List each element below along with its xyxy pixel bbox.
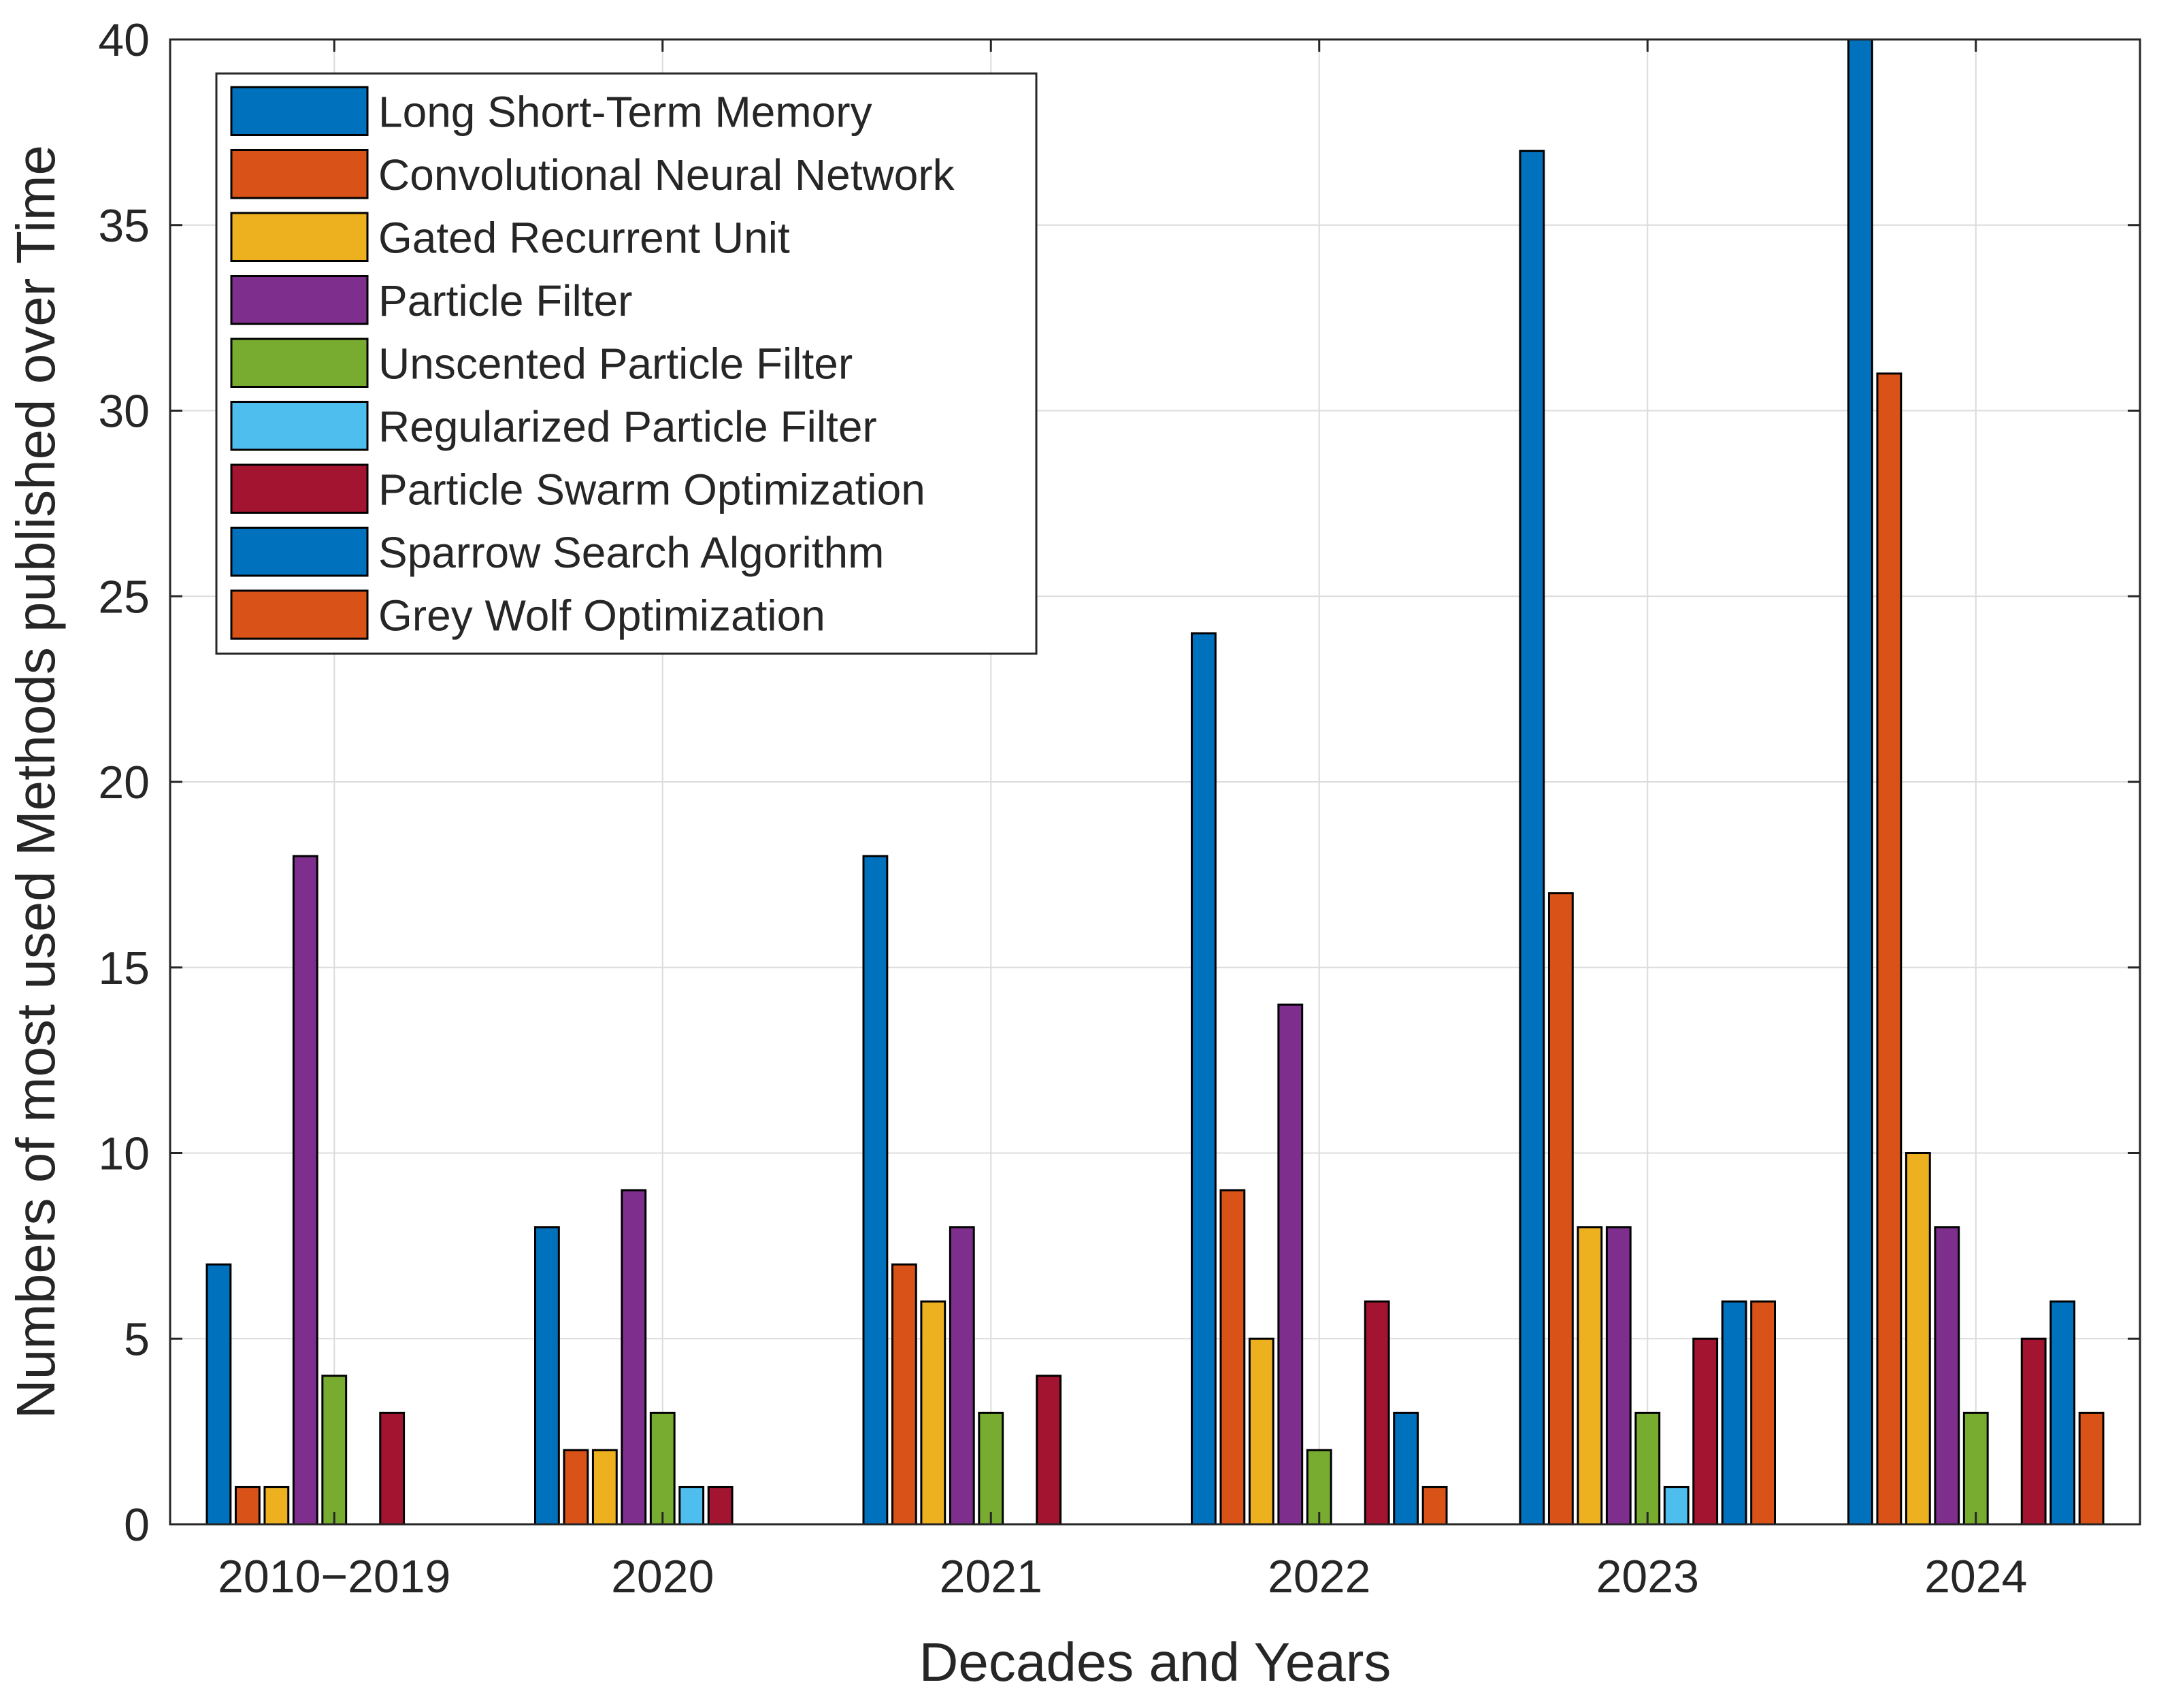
bar-7-2 — [707, 1485, 734, 1526]
x-tick-labels: 2010−2019 2020 2021 2022 2023 2024 — [218, 1551, 2027, 1603]
legend-swatch — [230, 527, 369, 577]
legend-label: Regularized Particle Filter — [378, 402, 877, 451]
x-axis-label: Decades and Years — [919, 1632, 1392, 1692]
x-tick-label: 2023 — [1596, 1551, 1699, 1603]
bar-1-2 — [534, 1226, 560, 1526]
bar-8-6 — [2049, 1300, 2076, 1526]
legend-swatch — [230, 589, 369, 640]
bar-7-6 — [2020, 1337, 2047, 1526]
bar-7-3 — [1036, 1375, 1062, 1526]
legend-label: Particle Swarm Optimization — [378, 465, 925, 514]
legend-swatch — [230, 212, 369, 262]
y-tick-label: 25 — [98, 571, 150, 623]
bar-8-5 — [1721, 1300, 1747, 1526]
bar-5-6 — [1962, 1411, 1989, 1526]
bar-2-4 — [1219, 1189, 1246, 1526]
legend-swatch — [230, 463, 369, 514]
y-tick-labels: 0 5 10 15 20 25 30 35 40 — [98, 14, 150, 1551]
bar-1-6 — [1847, 38, 1873, 1526]
y-tick-label: 30 — [98, 386, 150, 438]
bar-5-1 — [321, 1375, 348, 1526]
bar-2-1 — [234, 1485, 261, 1526]
bar-3-3 — [920, 1300, 946, 1526]
x-tick-label: 2021 — [940, 1551, 1042, 1603]
bar-4-1 — [292, 855, 318, 1526]
x-tick-label: 2020 — [611, 1551, 714, 1603]
bar-3-1 — [263, 1485, 290, 1526]
bar-1-3 — [862, 855, 889, 1526]
bar-3-5 — [1577, 1226, 1603, 1526]
legend-swatch — [230, 338, 369, 388]
legend-label: Particle Filter — [378, 276, 632, 325]
bar-2-3 — [891, 1263, 917, 1526]
bar-3-4 — [1248, 1337, 1274, 1526]
bar-5-5 — [1634, 1411, 1661, 1526]
legend-swatch — [230, 149, 369, 199]
bar-4-5 — [1605, 1226, 1632, 1526]
legend-swatch — [230, 401, 369, 451]
y-axis-label: Numbers of most used Methods published o… — [5, 145, 66, 1419]
x-tick-label: 2022 — [1268, 1551, 1370, 1603]
legend-label: Gated Recurrent Unit — [378, 213, 790, 262]
legend-swatch — [230, 275, 369, 325]
bar-7-1 — [379, 1411, 406, 1526]
y-tick-label: 20 — [98, 757, 150, 808]
bar-7-4 — [1364, 1300, 1390, 1526]
legend-label: Long Short-Term Memory — [378, 87, 872, 136]
x-tick-label: 2010−2019 — [218, 1551, 450, 1603]
y-tick-label: 5 — [124, 1313, 150, 1365]
bars — [205, 38, 2105, 1526]
bar-3-2 — [591, 1449, 618, 1526]
y-tick-label: 40 — [98, 14, 150, 66]
bar-5-4 — [1306, 1449, 1332, 1526]
bar-4-6 — [1934, 1226, 1960, 1526]
bar-1-1 — [205, 1263, 232, 1526]
bar-6-2 — [678, 1485, 705, 1526]
bar-6-5 — [1663, 1485, 1690, 1526]
x-tick-label: 2024 — [1924, 1551, 2027, 1603]
y-tick-label: 0 — [124, 1499, 150, 1551]
legend-label: Convolutional Neural Network — [378, 150, 955, 199]
bar-2-2 — [563, 1449, 589, 1526]
bar-5-2 — [649, 1411, 676, 1526]
bar-2-6 — [1876, 372, 1903, 1526]
bar-1-4 — [1191, 632, 1217, 1526]
bar-1-5 — [1519, 150, 1545, 1526]
ticks — [170, 38, 2140, 1526]
bar-9-5 — [1750, 1300, 1776, 1526]
bar-9-6 — [2078, 1411, 2105, 1526]
legend-swatch — [230, 86, 369, 136]
bar-3-6 — [1905, 1152, 1931, 1526]
bar-4-3 — [949, 1226, 975, 1526]
bar-9-4 — [1421, 1485, 1448, 1526]
bar-4-2 — [621, 1189, 647, 1526]
y-tick-label: 15 — [98, 942, 150, 994]
y-tick-label: 35 — [98, 200, 150, 252]
bar-8-4 — [1393, 1411, 1419, 1526]
legend-label: Unscented Particle Filter — [378, 339, 853, 388]
bar-4-4 — [1277, 1003, 1304, 1526]
bar-2-5 — [1547, 892, 1574, 1526]
legend: Long Short-Term Memory Convolutional Neur… — [215, 72, 1038, 655]
legend-label: Grey Wolf Optimization — [378, 591, 825, 640]
bar-5-3 — [978, 1411, 1004, 1526]
legend-label: Sparrow Search Algorithm — [378, 528, 884, 577]
y-tick-label: 10 — [98, 1128, 150, 1180]
bar-7-5 — [1692, 1337, 1719, 1526]
